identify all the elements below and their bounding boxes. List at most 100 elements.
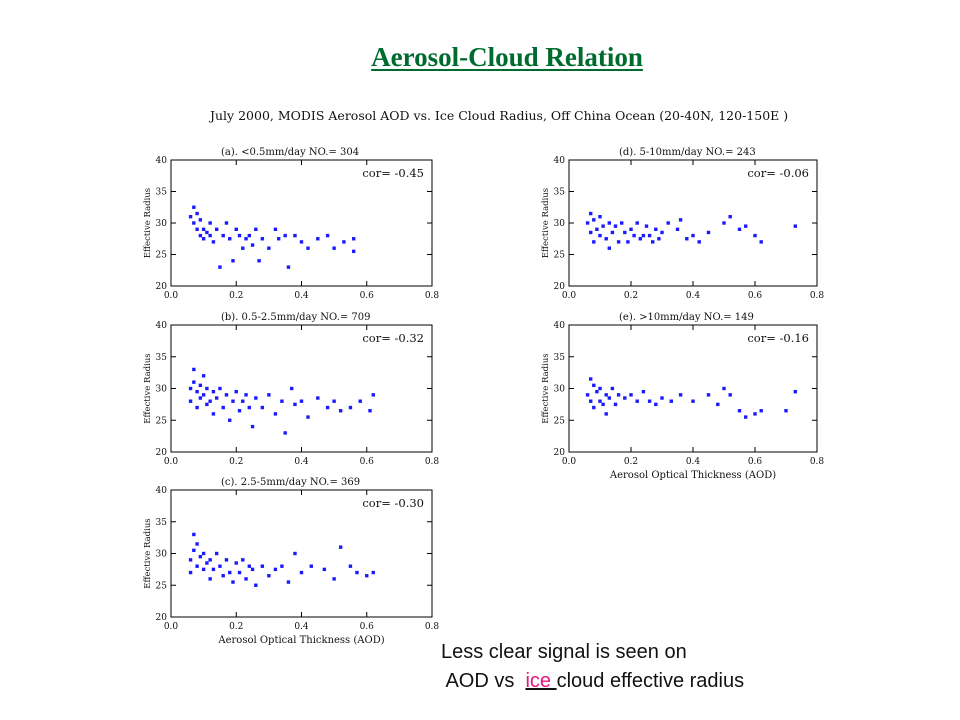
scatter-point	[283, 431, 287, 435]
scatter-point	[188, 558, 193, 562]
scatter-point	[205, 561, 209, 565]
scatter-point	[598, 215, 602, 219]
scatter-point	[635, 399, 639, 403]
scatter-point	[192, 548, 196, 553]
scatter-point	[332, 399, 336, 403]
scatter-point	[604, 412, 608, 416]
scatter-point	[641, 233, 646, 238]
scatter-point	[784, 409, 788, 413]
caption-line-2-suffix: cloud effective radius	[556, 670, 745, 692]
scatter-point	[201, 374, 206, 378]
y-tick-label: 20	[554, 282, 566, 292]
scatter-point	[293, 402, 297, 407]
scatter-point	[247, 564, 251, 568]
scatter-point	[211, 567, 216, 572]
scatter-point	[192, 221, 196, 225]
scatter-point	[365, 574, 369, 578]
scatter-point	[322, 567, 327, 572]
x-tick-label: 0.2	[229, 291, 243, 301]
scatter-point	[589, 230, 593, 235]
scatter-point	[188, 570, 193, 575]
x-tick-label: 0.2	[624, 457, 638, 467]
x-tick-label: 0.2	[229, 622, 243, 632]
scatter-point	[231, 259, 235, 263]
scatter-point	[592, 383, 596, 388]
y-tick-label: 35	[156, 353, 168, 363]
x-tick-label: 0.6	[360, 291, 375, 301]
y-axis-label: Effective Radius	[143, 188, 153, 258]
y-tick-label: 30	[156, 385, 168, 395]
slide-title: Aerosol-Cloud Relation	[371, 42, 643, 72]
scatter-point	[753, 233, 757, 238]
y-tick-label: 25	[554, 251, 566, 261]
scatter-point	[231, 399, 235, 403]
scatter-point	[737, 409, 742, 413]
scatter-point	[192, 205, 196, 209]
scatter-point	[589, 377, 593, 381]
scatter-point	[293, 551, 297, 556]
scatter-point	[299, 240, 304, 244]
scatter-point	[598, 386, 602, 391]
scatter-point	[234, 227, 238, 231]
scatter-point	[201, 227, 206, 231]
scatter-point	[211, 412, 216, 416]
scatter-point	[641, 389, 646, 394]
scatter-point	[250, 243, 255, 247]
x-tick-label: 0.8	[810, 291, 825, 301]
scatter-point	[241, 558, 245, 562]
x-axis-label: Aerosol Optical Thickness (AOD)	[217, 635, 384, 646]
scatter-point	[237, 409, 242, 413]
y-axis-label: Effective Radius	[541, 353, 551, 423]
scatter-point	[629, 393, 633, 397]
scatter-point	[205, 230, 209, 235]
correlation-label: cor= -0.45	[362, 166, 424, 180]
scatter-point	[623, 396, 627, 400]
scatter-point	[589, 399, 593, 403]
scatter-point	[280, 564, 284, 568]
scatter-point	[306, 246, 310, 250]
scatter-point	[221, 233, 225, 238]
scatter-point	[678, 393, 683, 397]
y-tick-label: 25	[156, 416, 168, 426]
scatter-point	[201, 237, 206, 241]
correlation-label: cor= -0.06	[747, 166, 809, 180]
scatter-point	[198, 383, 203, 388]
scatter-point	[218, 386, 222, 391]
scatter-point	[208, 233, 212, 238]
scatter-point	[691, 399, 695, 403]
scatter-point	[585, 221, 590, 225]
scatter-point	[607, 221, 611, 225]
scatter-point	[201, 393, 206, 397]
scatter-point	[214, 227, 219, 231]
x-tick-label: 0.4	[294, 622, 309, 632]
scatter-point	[352, 249, 356, 254]
scatter-point	[254, 583, 258, 587]
x-tick-label: 0.6	[360, 457, 375, 467]
scatter-point	[610, 386, 615, 391]
scatter-point	[737, 227, 742, 231]
scatter-point	[585, 393, 590, 397]
scatter-point	[654, 402, 658, 407]
scatter-point	[283, 233, 287, 238]
x-tick-label: 0.6	[748, 291, 763, 301]
scatter-point	[192, 367, 196, 372]
scatter-point	[218, 564, 222, 568]
scatter-point	[244, 393, 248, 397]
scatter-point	[669, 399, 673, 403]
x-tick-label: 0.0	[164, 291, 179, 301]
scatter-point	[195, 227, 199, 231]
scatter-point	[214, 551, 219, 556]
scatter-point	[607, 246, 611, 250]
scatter-point	[759, 409, 763, 413]
y-tick-label: 20	[156, 613, 168, 623]
scatter-point	[208, 399, 212, 403]
scatter-point	[371, 570, 375, 575]
scatter-point	[228, 570, 232, 575]
scatter-point	[214, 396, 219, 400]
scatter-point	[706, 230, 711, 235]
x-tick-label: 0.2	[229, 457, 243, 467]
panel-title: (a). <0.5mm/day NO.= 304	[221, 147, 359, 158]
scatter-point	[613, 402, 618, 407]
scatter-point	[598, 399, 602, 403]
y-axis-label: Effective Radius	[143, 353, 153, 423]
